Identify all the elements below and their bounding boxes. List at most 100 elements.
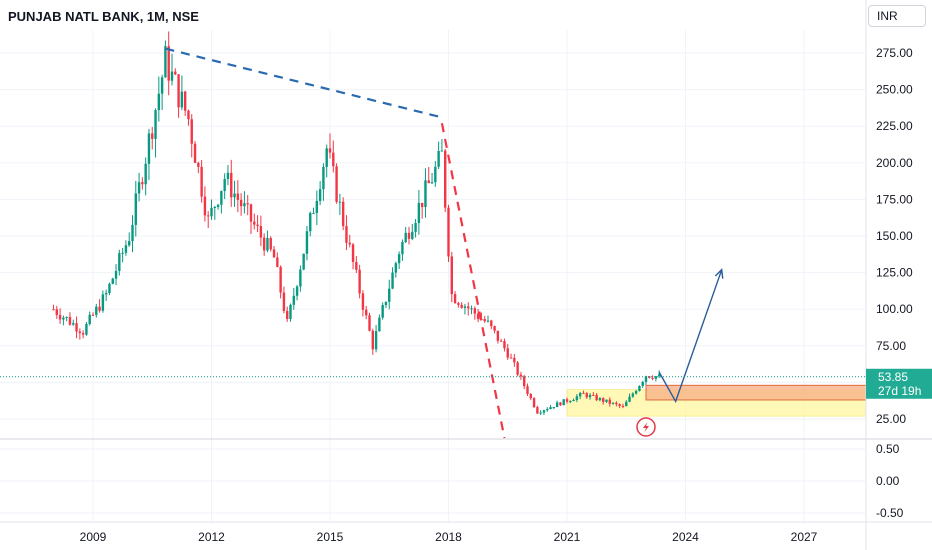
candle-up: [216, 204, 220, 207]
lightning-icon-bolt: [643, 422, 649, 432]
candle-down: [351, 244, 355, 262]
candle-up: [137, 182, 141, 194]
time-axis-label: 2012: [198, 530, 225, 544]
price-axis-label: 100.00: [876, 302, 913, 316]
candle-up: [572, 399, 575, 402]
candle-up: [605, 399, 608, 402]
candle-down: [526, 386, 529, 395]
candle-up: [644, 376, 648, 382]
candle-down: [151, 133, 154, 139]
candle-up: [546, 409, 549, 411]
candle-down: [269, 238, 272, 250]
candle-up: [144, 163, 147, 185]
candle-down: [509, 357, 513, 359]
candle-down: [262, 237, 266, 251]
candle-up: [401, 241, 404, 255]
candle-up: [338, 201, 342, 203]
candle-down: [490, 320, 493, 327]
candle-down: [98, 306, 101, 311]
candle-up: [302, 253, 305, 270]
time-axis-label: 2027: [791, 530, 818, 544]
candle-up: [391, 272, 394, 289]
candle-up: [312, 212, 315, 214]
candle-up: [325, 148, 328, 167]
currency-selector[interactable]: INR: [868, 5, 926, 27]
candle-down: [496, 330, 500, 341]
candle-up: [470, 308, 473, 310]
candle-up: [289, 304, 292, 320]
candle-up: [414, 222, 417, 232]
candle-down: [203, 196, 207, 216]
candle-down: [608, 399, 611, 404]
indicator-axis-label: -0.50: [876, 506, 904, 520]
candle-up: [417, 202, 421, 223]
candle-down: [282, 292, 286, 311]
candle-down: [427, 180, 430, 184]
candle-down: [513, 357, 516, 363]
candle-down: [621, 405, 625, 407]
candle-down: [256, 224, 259, 227]
candle-up: [588, 394, 592, 398]
candle-down: [207, 215, 210, 217]
time-axis-label: 2024: [672, 530, 699, 544]
price-axis-label: 250.00: [876, 83, 913, 97]
candle-up: [539, 412, 542, 414]
candle-down: [371, 330, 374, 350]
candle-down: [332, 152, 335, 167]
candle-up: [404, 232, 407, 242]
candle-down: [407, 232, 411, 239]
candle-down: [91, 314, 95, 316]
candle-down: [75, 323, 78, 332]
candle-down: [648, 376, 651, 378]
time-axis-label: 2018: [435, 530, 462, 544]
projection-path: [658, 269, 723, 404]
candle-up: [118, 253, 121, 271]
candle-up: [411, 231, 414, 239]
candle-up: [213, 206, 216, 208]
candle-up: [611, 402, 615, 404]
candle-down: [78, 331, 82, 334]
price-tag-value: 53.85: [878, 370, 908, 384]
candle-down: [516, 362, 519, 375]
candle-down: [420, 202, 424, 208]
candle-down: [457, 303, 460, 305]
candle-up: [164, 46, 167, 78]
candle-up: [430, 182, 434, 184]
candle-up: [562, 399, 565, 406]
candle-up: [85, 323, 88, 335]
candle-down: [276, 257, 279, 267]
candle-down: [493, 326, 496, 331]
candle-down: [453, 294, 457, 304]
candle-down: [52, 309, 55, 311]
candle-down: [246, 203, 249, 205]
candle-up: [95, 306, 98, 315]
candle-down: [335, 166, 338, 202]
price-axis-label: 275.00: [876, 46, 913, 60]
candle-down: [190, 119, 193, 144]
candle-down: [582, 392, 585, 394]
candle-up: [378, 317, 381, 332]
candle-down: [444, 150, 447, 208]
candle-up: [72, 323, 75, 325]
candle-down: [467, 306, 470, 309]
price-axis-label: 225.00: [876, 119, 913, 133]
candle-up: [575, 396, 579, 400]
candle-up: [555, 402, 559, 408]
candle-up: [424, 180, 427, 208]
candle-up: [170, 71, 174, 81]
candle-up: [638, 385, 641, 391]
candle-up: [226, 172, 230, 179]
candle-down: [595, 394, 598, 401]
candle-down: [253, 221, 256, 225]
candle-down: [328, 148, 332, 153]
candle-down: [519, 374, 523, 377]
candle-down: [183, 91, 187, 111]
candle-up: [124, 245, 128, 253]
time-axis-label: 2015: [317, 530, 344, 544]
candle-up: [88, 314, 91, 324]
candle-down: [177, 74, 180, 108]
candle-up: [374, 331, 378, 350]
candle-up: [233, 193, 236, 198]
trendline-upper-descending: [165, 47, 443, 119]
